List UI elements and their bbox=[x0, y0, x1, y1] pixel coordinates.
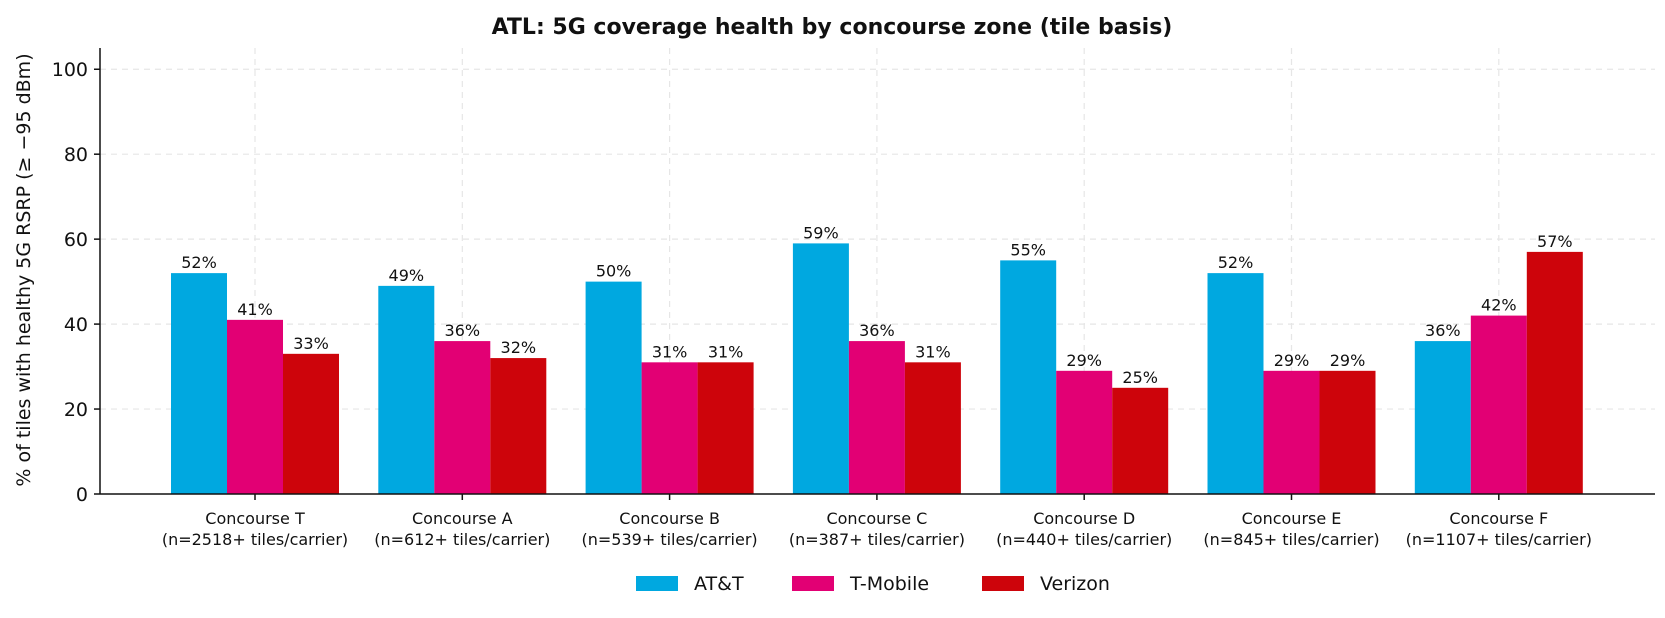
axes: 0 20 40 60 80 100 Concourse T (n=2518+ tiles/ca… bbox=[52, 48, 1655, 549]
bar bbox=[171, 273, 227, 494]
bar bbox=[434, 341, 491, 494]
legend-swatch bbox=[636, 576, 678, 591]
x-tick-sample-label: (n=1107+ tiles/carrier) bbox=[1406, 530, 1592, 549]
y-tick-label: 60 bbox=[64, 229, 88, 251]
chart-title: ATL: 5G coverage health by concourse zon… bbox=[492, 15, 1173, 40]
data-label: 41% bbox=[237, 300, 273, 319]
legend-swatch bbox=[792, 576, 834, 591]
data-label: 59% bbox=[803, 223, 839, 242]
legend-swatch bbox=[982, 576, 1024, 591]
legend-label: T-Mobile bbox=[849, 573, 929, 595]
legend-label: Verizon bbox=[1040, 573, 1110, 595]
bar bbox=[283, 353, 339, 494]
data-label: 50% bbox=[596, 262, 632, 281]
data-label: 36% bbox=[859, 321, 895, 340]
x-tick-sample-label: (n=440+ tiles/carrier) bbox=[996, 530, 1172, 549]
x-tick-label: Concourse A bbox=[412, 509, 513, 528]
legend: AT&T T-Mobile Verizon bbox=[636, 573, 1110, 595]
data-label: 32% bbox=[501, 338, 537, 357]
bar bbox=[1112, 387, 1169, 494]
bar bbox=[1056, 370, 1113, 494]
bar bbox=[792, 243, 849, 494]
bar bbox=[641, 362, 698, 494]
bar bbox=[1263, 370, 1320, 494]
y-tick-label: 0 bbox=[76, 484, 88, 506]
data-label: 31% bbox=[652, 342, 688, 361]
bar bbox=[490, 358, 547, 494]
y-tick-label: 40 bbox=[64, 314, 88, 336]
y-axis-label: % of tiles with healthy 5G RSRP (≥ −95 d… bbox=[13, 53, 35, 486]
data-label: 25% bbox=[1122, 368, 1158, 387]
bar bbox=[1526, 251, 1583, 494]
x-tick-label: Concourse E bbox=[1242, 509, 1342, 528]
bar bbox=[697, 362, 754, 494]
bar bbox=[848, 341, 905, 494]
y-tick-label: 100 bbox=[52, 59, 88, 81]
data-label: 31% bbox=[915, 342, 951, 361]
data-label: 49% bbox=[389, 266, 425, 285]
x-tick-sample-label: (n=2518+ tiles/carrier) bbox=[162, 530, 348, 549]
data-label: 29% bbox=[1066, 351, 1102, 370]
grid-lines bbox=[100, 48, 1655, 494]
data-label: 36% bbox=[445, 321, 481, 340]
data-label: 52% bbox=[1218, 253, 1254, 272]
x-tick-label: Concourse B bbox=[619, 509, 720, 528]
data-label: 55% bbox=[1010, 240, 1046, 259]
data-label: 29% bbox=[1330, 351, 1366, 370]
bar bbox=[1000, 260, 1057, 494]
bar bbox=[1414, 341, 1471, 494]
bar bbox=[1207, 273, 1264, 494]
x-tick-sample-label: (n=612+ tiles/carrier) bbox=[374, 530, 550, 549]
data-labels: 52% 49% 50% 59% 55% 52% 36% 41% 36% 31% 36% 29% 29% 4… bbox=[181, 223, 1572, 386]
bars bbox=[171, 243, 1583, 494]
bar bbox=[585, 281, 642, 494]
data-label: 52% bbox=[181, 253, 217, 272]
x-tick-sample-label: (n=845+ tiles/carrier) bbox=[1203, 530, 1379, 549]
bar bbox=[1319, 370, 1376, 494]
x-tick-sample-label: (n=387+ tiles/carrier) bbox=[789, 530, 965, 549]
x-tick-sample-label: (n=539+ tiles/carrier) bbox=[582, 530, 758, 549]
bar bbox=[227, 319, 283, 494]
x-tick-label: Concourse D bbox=[1033, 509, 1135, 528]
x-tick-label: Concourse F bbox=[1449, 509, 1548, 528]
data-label: 36% bbox=[1425, 321, 1461, 340]
data-label: 42% bbox=[1481, 296, 1517, 315]
y-tick-label: 20 bbox=[64, 399, 88, 421]
data-label: 33% bbox=[293, 334, 329, 353]
bar bbox=[904, 362, 961, 494]
bar bbox=[378, 285, 435, 494]
data-label: 29% bbox=[1274, 351, 1310, 370]
data-label: 31% bbox=[708, 342, 744, 361]
bar bbox=[1470, 315, 1527, 494]
x-tick-label: Concourse T bbox=[205, 509, 305, 528]
data-label: 57% bbox=[1537, 232, 1573, 251]
y-tick-label: 80 bbox=[64, 144, 88, 166]
x-tick-label: Concourse C bbox=[826, 509, 927, 528]
legend-label: AT&T bbox=[694, 573, 744, 595]
